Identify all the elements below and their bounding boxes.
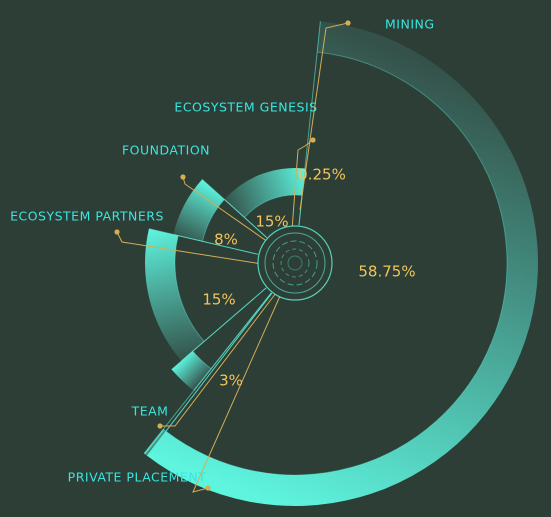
divider-foundation-start	[173, 233, 259, 255]
category-label-ecosystem-genesis: ECOSYSTEM GENESIS	[174, 100, 317, 115]
leader-lines	[114, 20, 351, 493]
value-label-private-placement: 0.25%	[298, 166, 346, 184]
value-label-mining: 58.75%	[358, 263, 415, 281]
slice-inner-edge-ecosystem-partners	[174, 235, 205, 342]
slice-inner-edge-foundation	[202, 199, 225, 242]
slice-ecosystem-partners	[145, 228, 205, 362]
leader-dot-ecosystem-genesis	[310, 137, 316, 143]
slice-private-placement	[144, 429, 166, 456]
concentric-circles-icon	[257, 225, 333, 301]
leader-dot-team	[157, 423, 163, 429]
category-label-private-placement: PRIVATE PLACEMENT	[68, 470, 207, 485]
slice-foundation	[173, 179, 225, 242]
slice-inner-edge-mining	[165, 51, 508, 476]
slice-dividers	[143, 21, 321, 457]
slice-inner-edge-ecosystem-genesis	[244, 194, 303, 218]
leader-dot-mining	[345, 20, 351, 26]
category-label-mining: MINING	[385, 17, 435, 32]
slice-ecosystem-genesis	[224, 168, 305, 218]
leader-line-mining	[299, 22, 349, 211]
slice-team	[171, 351, 212, 391]
leader-line-team	[160, 292, 277, 427]
pie-sectors	[144, 21, 538, 506]
value-label-team: 3%	[219, 372, 243, 390]
category-label-ecosystem-partners: ECOSYSTEM PARTNERS	[10, 209, 164, 224]
leader-line-ecosystem-genesis	[291, 139, 314, 231]
leader-dot-foundation	[180, 174, 186, 180]
value-labels: 58.75% 0.25% 3% 15% 8% 15%	[202, 166, 415, 390]
divider-ecosystem-genesis-start	[224, 199, 268, 238]
leader-dot-ecosystem-partners	[114, 229, 120, 235]
value-label-foundation: 8%	[214, 231, 238, 249]
slice-mining	[147, 21, 538, 506]
leader-line-ecosystem-partners	[116, 231, 263, 265]
divider-ecosystem-partners-start	[181, 287, 267, 362]
divider-private-placement-start	[146, 292, 273, 457]
value-label-ecosystem-genesis: 15%	[255, 213, 288, 231]
leader-line-private-placement	[192, 295, 281, 493]
value-label-ecosystem-partners: 15%	[202, 291, 235, 309]
category-label-team: TEAM	[131, 404, 169, 419]
category-label-foundation: FOUNDATION	[122, 143, 210, 158]
leader-dot-private-placement	[205, 485, 211, 491]
category-labels: MINING PRIVATE PLACEMENT TEAM ECOSYSTEM PAR…	[10, 17, 434, 485]
divider-team-start	[193, 292, 272, 392]
